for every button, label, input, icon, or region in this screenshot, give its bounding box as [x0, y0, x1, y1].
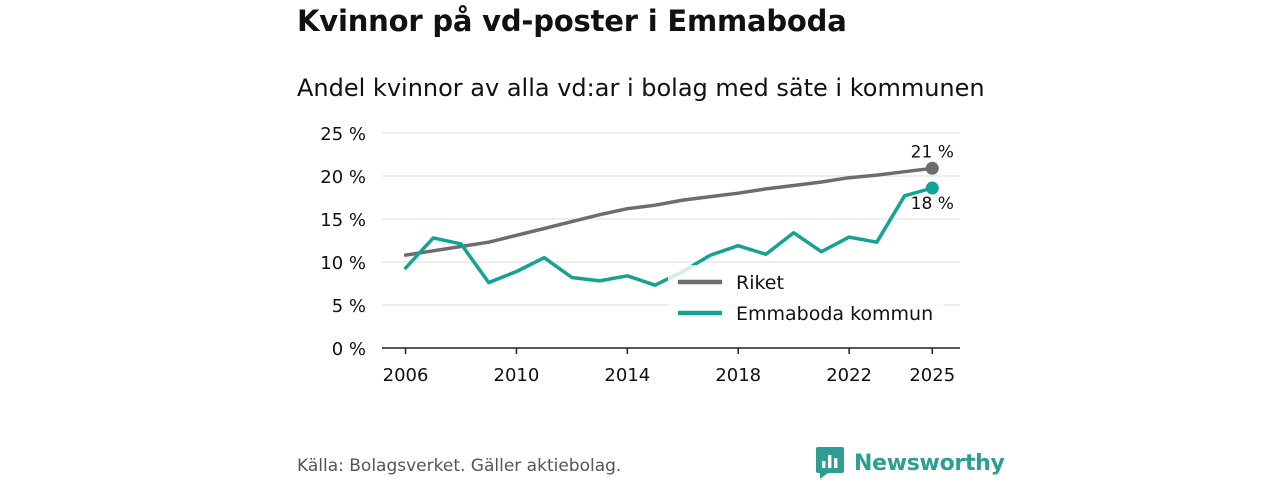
series-line-riket	[403, 166, 935, 257]
y-tick-label: 20 %	[320, 167, 366, 188]
chart-title: Kvinnor på vd-poster i Emmaboda	[297, 4, 847, 38]
y-tick-label: 0 %	[332, 339, 366, 360]
legend-label: Riket	[736, 272, 784, 294]
end-point-marker	[925, 161, 939, 175]
x-tick-label: 2025	[909, 365, 955, 386]
end-value-label: 18 %	[911, 194, 954, 214]
end-point-marker	[925, 181, 939, 195]
x-tick-label: 2014	[604, 365, 650, 386]
source-note: Källa: Bolagsverket. Gäller aktiebolag.	[297, 456, 622, 476]
x-tick-label: 2006	[383, 365, 429, 386]
line-chart: 0 % 5 % 10 % 15 % 20 % 25 % 2006 2010 2014 2018 20…	[320, 124, 960, 386]
x-tick-label: 2022	[826, 365, 872, 386]
newsworthy-brand[interactable]: Newsworthy	[815, 446, 1005, 480]
brand-name: Newsworthy	[854, 450, 1005, 476]
newsworthy-logo-icon	[816, 447, 844, 479]
legend-label: Emmaboda kommun	[736, 303, 933, 325]
y-tick-label: 10 %	[320, 253, 366, 274]
end-value-label: 21 %	[911, 142, 954, 162]
x-tick-label: 2010	[494, 365, 540, 386]
chart-subtitle: Andel kvinnor av alla vd:ar i bolag med …	[297, 74, 985, 102]
y-tick-label: 15 %	[320, 210, 366, 231]
legend-background	[668, 265, 944, 331]
x-tick-label: 2018	[715, 365, 761, 386]
y-tick-label: 5 %	[332, 296, 366, 317]
y-tick-label: 25 %	[320, 124, 366, 145]
